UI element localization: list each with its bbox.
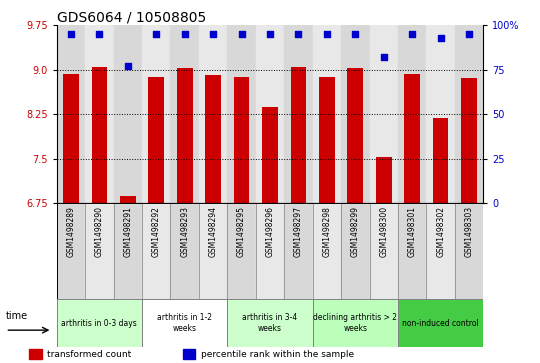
Point	[436, 35, 445, 41]
Bar	[92, 67, 107, 203]
Bar	[171, 25, 199, 203]
Bar	[398, 203, 427, 299]
Bar	[341, 203, 369, 299]
Text: GSM1498293: GSM1498293	[180, 206, 189, 257]
Point	[180, 31, 189, 37]
Text: arthritis in 1-2
weeks: arthritis in 1-2 weeks	[157, 313, 212, 333]
Text: GSM1498301: GSM1498301	[408, 206, 417, 257]
Bar	[455, 203, 483, 299]
Bar	[29, 350, 42, 359]
Point	[351, 31, 360, 37]
Text: GSM1498296: GSM1498296	[266, 206, 274, 257]
Point	[465, 31, 474, 37]
Bar	[341, 25, 369, 203]
Text: declining arthritis > 2
weeks: declining arthritis > 2 weeks	[313, 313, 397, 333]
Point	[152, 31, 160, 37]
Text: transformed count: transformed count	[48, 350, 132, 359]
Bar	[227, 25, 256, 203]
Point	[237, 31, 246, 37]
Bar	[142, 299, 227, 347]
Point	[408, 31, 416, 37]
Bar	[313, 203, 341, 299]
Bar	[369, 203, 398, 299]
Bar	[427, 25, 455, 203]
Bar	[199, 25, 227, 203]
Bar	[57, 25, 85, 203]
Bar	[319, 77, 335, 203]
Bar	[284, 203, 313, 299]
Bar	[177, 68, 192, 203]
Bar	[113, 203, 142, 299]
Bar	[284, 25, 313, 203]
Bar	[427, 203, 455, 299]
Bar	[256, 203, 284, 299]
Bar	[227, 203, 256, 299]
Bar	[369, 25, 398, 203]
Bar	[398, 299, 483, 347]
Bar	[205, 75, 221, 203]
Text: GSM1498297: GSM1498297	[294, 206, 303, 257]
Bar	[63, 74, 79, 203]
Text: GSM1498303: GSM1498303	[464, 206, 474, 257]
Bar	[348, 68, 363, 203]
Bar	[85, 203, 113, 299]
Text: time: time	[5, 311, 28, 321]
Bar	[183, 350, 195, 359]
Point	[124, 64, 132, 69]
Bar	[142, 203, 171, 299]
Bar	[234, 77, 249, 203]
Text: arthritis in 3-4
weeks: arthritis in 3-4 weeks	[242, 313, 298, 333]
Text: GSM1498291: GSM1498291	[123, 206, 132, 257]
Bar	[171, 203, 199, 299]
Bar	[256, 25, 284, 203]
Text: percentile rank within the sample: percentile rank within the sample	[200, 350, 354, 359]
Text: GSM1498294: GSM1498294	[208, 206, 218, 257]
Bar	[461, 78, 477, 203]
Bar	[291, 67, 306, 203]
Bar	[433, 118, 448, 203]
Bar	[57, 203, 85, 299]
Text: GDS6064 / 10508805: GDS6064 / 10508805	[57, 10, 206, 24]
Bar	[227, 299, 313, 347]
Text: GSM1498295: GSM1498295	[237, 206, 246, 257]
Point	[266, 31, 274, 37]
Bar	[455, 25, 483, 203]
Bar	[113, 25, 142, 203]
Bar	[57, 299, 142, 347]
Point	[294, 31, 303, 37]
Bar	[262, 107, 278, 203]
Bar	[199, 203, 227, 299]
Bar	[398, 25, 427, 203]
Bar	[313, 25, 341, 203]
Text: GSM1498302: GSM1498302	[436, 206, 445, 257]
Bar	[376, 157, 392, 203]
Text: GSM1498290: GSM1498290	[95, 206, 104, 257]
Point	[95, 31, 104, 37]
Text: non-induced control: non-induced control	[402, 319, 479, 327]
Bar	[142, 25, 171, 203]
Text: arthritis in 0-3 days: arthritis in 0-3 days	[62, 319, 137, 327]
Bar	[120, 196, 136, 203]
Bar	[404, 74, 420, 203]
Text: GSM1498298: GSM1498298	[322, 206, 332, 257]
Point	[322, 31, 331, 37]
Text: GSM1498300: GSM1498300	[379, 206, 388, 257]
Point	[209, 31, 218, 37]
Bar	[85, 25, 113, 203]
Bar	[313, 299, 398, 347]
Point	[66, 31, 75, 37]
Text: GSM1498292: GSM1498292	[152, 206, 161, 257]
Text: GSM1498299: GSM1498299	[351, 206, 360, 257]
Text: GSM1498289: GSM1498289	[66, 206, 76, 257]
Point	[380, 54, 388, 60]
Bar	[148, 77, 164, 203]
